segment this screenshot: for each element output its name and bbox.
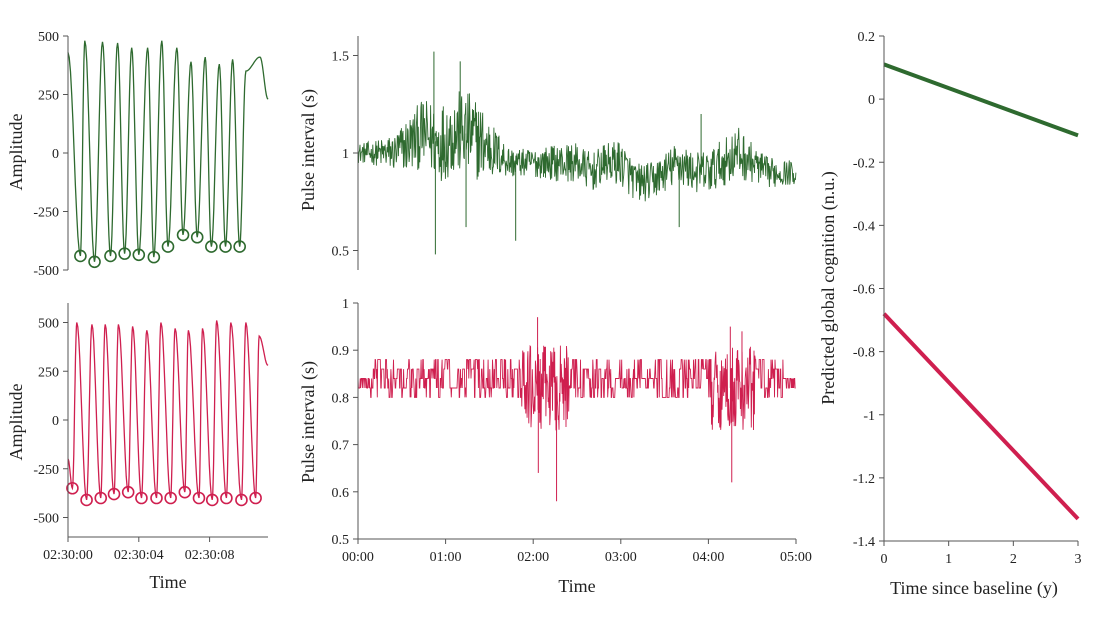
waveform-green-trough-marker [219, 240, 232, 253]
pulse-red-xtick-label: 01:00 [430, 550, 462, 565]
waveform-red-axes: 500 250 0 -250 -500 02:30:00 02:30:04 02:30:08 [33, 303, 268, 563]
waveform-green-trough-marker [88, 255, 101, 269]
pulse-green-series-line [357, 91, 797, 202]
pulse-red-xlabel: Time [558, 576, 595, 596]
waveform-red-trough-marker [164, 491, 177, 505]
waveform-red-xtick-label: 02:30:04 [114, 548, 164, 563]
waveform-red-trough-marker [178, 485, 192, 499]
pulse-red-ylabel: Pulse interval (s) [298, 361, 319, 483]
waveform-red-xtick-label: 02:30:00 [43, 548, 93, 563]
waveform-green-ytick-label: 500 [38, 30, 59, 45]
waveform-green-ytick-label: -250 [33, 206, 59, 221]
cognition-trend-panel: 0.2 0 -0.2 -0.4 -0.6 -0.8 -1 -1.2 -1.4 0 1 2 3 Predi… [818, 30, 1082, 599]
waveform-red-ytick-label: -500 [33, 512, 59, 527]
waveform-red-trough-marker [107, 487, 121, 501]
waveform-green-ytick-label: 0 [52, 147, 59, 162]
waveform-green-ytick-label: -500 [33, 264, 59, 279]
pulse-red-xtick-label: 03:00 [605, 550, 637, 565]
waveform-red-trough-marker [192, 491, 206, 505]
waveform-green-trough-marker [147, 250, 161, 264]
cognition-trend-axes: 0.2 0 -0.2 -0.4 -0.6 -0.8 -1 -1.2 -1.4 0 1 2 3 [853, 30, 1082, 567]
cognition-trend-ylabel: Predicted global cognition (n.u.) [818, 171, 839, 404]
cognition-trend-series-green [883, 62, 1079, 138]
pulse-red-ytick-label: 0.6 [332, 486, 350, 501]
pulse-red-xtick-label: 00:00 [342, 550, 374, 565]
waveform-green-trough-marker [132, 248, 146, 262]
cognition-trend-ytick-label: -1.4 [853, 535, 875, 550]
waveform-red-xlabel: Time [149, 572, 186, 592]
pulse-green-ytick-label: 0.5 [332, 245, 350, 260]
waveform-green-trough-marker [190, 230, 204, 244]
waveform-red-ytick-label: 500 [38, 317, 59, 332]
waveform-red-trough-marker [94, 491, 108, 505]
cognition-trend-xtick-label: 1 [945, 552, 952, 567]
pulse-red-ytick-label: 0.5 [332, 533, 350, 548]
waveform-green-ytick-label: 250 [38, 89, 59, 104]
waveform-red-ytick-label: 0 [52, 414, 59, 429]
pulse-green-ytick-label: 1.5 [332, 50, 350, 65]
waveform-green-axes: 500 250 0 -250 -500 [33, 30, 69, 279]
cognition-trend-ytick-label: -0.4 [853, 219, 875, 234]
waveform-green-trough-marker [118, 247, 131, 260]
cognition-trend-ytick-label: -0.2 [853, 156, 875, 171]
cognition-trend-ytick-label: -1.2 [853, 472, 875, 487]
pulse-red-axes: 0.5 0.6 0.7 0.8 0.9 1 00:00 01:00 02:00 03:00 04:0… [332, 297, 812, 565]
waveform-red-series-line [67, 320, 269, 501]
cognition-trend-series-red [882, 312, 1080, 521]
waveform-green-trough-marker [233, 240, 246, 253]
waveform-green-panel: 500 250 0 -250 -500 Amplitude [6, 30, 269, 279]
waveform-red-ytick-label: 250 [38, 365, 59, 380]
pulse-green-ylabel: Pulse interval (s) [298, 89, 319, 211]
pulse-red-panel: 0.5 0.6 0.7 0.8 0.9 1 00:00 01:00 02:00 03:00 04:0… [298, 297, 812, 596]
pulse-red-xtick-label: 02:00 [517, 550, 549, 565]
cognition-trend-ytick-label: 0.2 [858, 30, 876, 45]
waveform-red-trough-marker [80, 493, 93, 507]
cognition-trend-ytick-label: 0 [868, 93, 875, 108]
cognition-trend-xtick-label: 2 [1010, 552, 1017, 567]
pulse-green-ytick-label: 1 [342, 147, 349, 162]
waveform-green-trough-marker [74, 249, 87, 263]
waveform-red-trough-marker [150, 491, 163, 505]
pulse-red-ytick-label: 0.7 [332, 439, 350, 454]
waveform-green-marks [67, 40, 269, 269]
pulse-red-ytick-label: 1 [342, 297, 349, 312]
waveform-red-trough-marker [249, 491, 262, 505]
pulse-green-panel: 0.5 1 1.5 Pulse interval (s) [298, 36, 797, 270]
waveform-red-xtick-label: 02:30:08 [185, 548, 235, 563]
waveform-red-trough-marker [66, 481, 79, 495]
cognition-trend-xtick-label: 3 [1075, 552, 1082, 567]
waveform-green-trough-marker [205, 240, 218, 253]
pulse-red-marks [357, 317, 796, 502]
pulse-red-ytick-label: 0.9 [332, 344, 350, 359]
waveform-red-ytick-label: -250 [33, 463, 59, 478]
pulse-green-axes: 0.5 1 1.5 [332, 36, 359, 270]
cognition-trend-ytick-label: -0.6 [853, 283, 875, 298]
waveform-red-ylabel: Amplitude [6, 383, 26, 460]
cognition-trend-xtick-label: 0 [881, 552, 888, 567]
pulse-red-xtick-label: 04:00 [692, 550, 724, 565]
waveform-red-trough-marker [235, 493, 248, 507]
pulse-red-ytick-label: 0.8 [332, 391, 350, 406]
cognition-trend-xlabel: Time since baseline (y) [890, 578, 1058, 599]
waveform-red-trough-marker [121, 485, 135, 499]
pulse-red-xtick-label: 05:00 [780, 550, 812, 565]
pulse-green-marks [357, 51, 797, 255]
waveform-red-trough-marker [220, 491, 233, 505]
waveform-green-series-line [67, 40, 269, 262]
waveform-red-trough-marker [135, 491, 148, 505]
waveform-red-marks [66, 320, 269, 507]
cognition-trend-ytick-label: -0.8 [853, 346, 875, 361]
waveform-green-ylabel: Amplitude [6, 113, 26, 190]
cognition-trend-marks [882, 62, 1080, 521]
waveform-green-trough-marker [104, 249, 117, 263]
waveform-red-trough-marker [205, 493, 219, 507]
waveform-green-trough-marker [161, 240, 175, 253]
waveform-green-trough-marker [176, 228, 190, 242]
pulse-red-series-line [357, 344, 796, 431]
cognition-trend-ytick-label: -1 [863, 409, 875, 424]
